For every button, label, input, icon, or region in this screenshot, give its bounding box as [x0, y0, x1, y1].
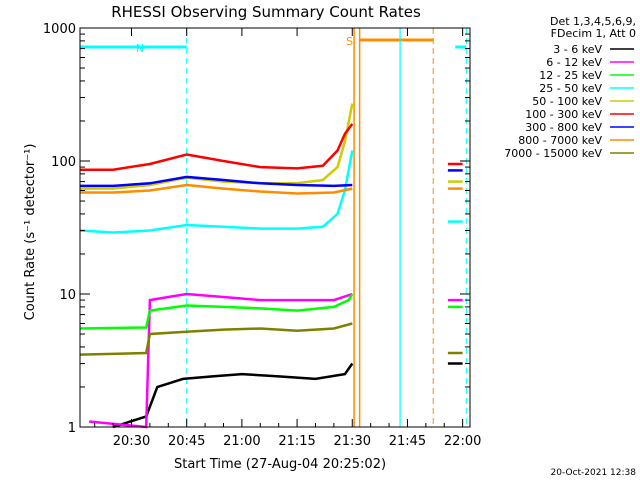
footer-date: 20-Oct-2021 12:38 [551, 468, 637, 478]
series-300-800-kev [80, 175, 353, 188]
series-layer [79, 103, 463, 429]
series-3-6-kev [112, 362, 354, 429]
x-tick-label: 21:30 [334, 434, 371, 449]
legend-label: 25 - 50 keV [539, 82, 602, 95]
legend-header-line: Det 1,3,4,5,6,9, [550, 15, 636, 28]
legend-label: 3 - 6 keV [553, 43, 602, 56]
x-tick-label: 22:00 [444, 434, 481, 449]
series-12-25-kev [79, 293, 354, 330]
legend-header-line: FDecim 1, Att 0 [551, 27, 636, 40]
legend-label: 100 - 300 keV [525, 108, 602, 121]
series-7000-15000-kev [79, 322, 353, 356]
legend-label: 300 - 800 keV [525, 121, 602, 134]
legend-label: 6 - 12 keV [546, 56, 602, 69]
chart-title: RHESSI Observing Summary Count Rates [111, 3, 421, 21]
annotation-label-s: S [346, 35, 353, 48]
x-tick-label: 20:45 [168, 434, 205, 449]
legend-label: 50 - 100 keV [532, 95, 602, 108]
legend-label: 800 - 7000 keV [518, 134, 602, 147]
y-tick-label: 10 [59, 288, 76, 303]
x-tick-label: 20:30 [113, 434, 150, 449]
y-axis: 1 10 100 1000 [43, 22, 470, 436]
x-axis-label: Start Time (27-Aug-04 20:25:02) [174, 457, 386, 472]
legend-label: 12 - 25 keV [539, 69, 602, 82]
x-axis: 20:30 20:45 21:00 21:15 21:30 21:45 22:00 [94, 28, 481, 449]
y-tick-label: 1 [68, 421, 76, 436]
series-25-50-kev [79, 150, 354, 234]
series-6-12-kev [89, 292, 353, 429]
y-tick-label: 1000 [43, 22, 76, 37]
series-50-100-kev [80, 103, 354, 190]
legend: Det 1,3,4,5,6,9,FDecim 1, Att 0 3 - 6 keV… [504, 15, 636, 160]
plot-frame [79, 27, 471, 428]
annotation-label-n: N [136, 42, 144, 55]
x-tick-label: 21:00 [223, 434, 260, 449]
series-100-300-kev [80, 123, 354, 171]
y-tick-label: 100 [51, 155, 76, 170]
time-interval-markers: NS [80, 28, 467, 427]
series-800-7000-kev [80, 183, 353, 195]
x-tick-label: 21:45 [389, 434, 426, 449]
y-axis-label: Count Rate (s⁻¹ detector⁻¹) [23, 144, 38, 321]
legend-label: 7000 - 15000 keV [504, 147, 602, 160]
x-tick-label: 21:15 [278, 434, 315, 449]
